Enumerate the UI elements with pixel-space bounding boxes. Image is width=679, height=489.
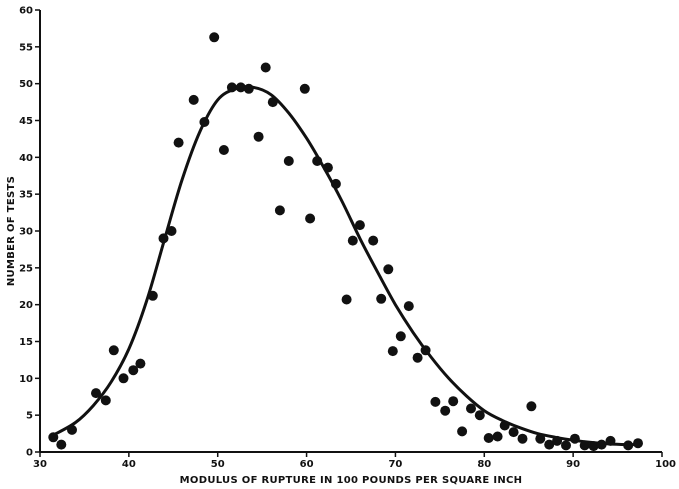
data-point: [395, 331, 406, 342]
x-tick-label: 90: [566, 459, 580, 470]
x-tick-label: 60: [300, 459, 314, 470]
data-point: [508, 427, 519, 438]
data-point: [403, 301, 414, 312]
y-tick-label: 50: [19, 79, 33, 90]
data-point: [100, 395, 111, 406]
y-axis-title: NUMBER OF TESTS: [6, 176, 17, 286]
data-point: [209, 32, 220, 43]
data-point: [253, 131, 264, 142]
data-point: [67, 424, 77, 435]
data-point: [147, 290, 158, 301]
data-point: [535, 433, 546, 444]
x-tick-label: 40: [122, 459, 136, 470]
y-tick-label: 35: [19, 190, 33, 201]
data-point: [376, 293, 387, 304]
data-point: [596, 439, 607, 450]
data-point: [354, 220, 365, 231]
x-tick-label: 100: [655, 459, 676, 470]
data-point: [330, 178, 341, 189]
data-point: [226, 82, 237, 93]
y-tick-label: 25: [19, 263, 33, 274]
data-point: [605, 435, 616, 446]
data-point: [526, 401, 537, 412]
data-point: [483, 433, 494, 443]
data-point: [569, 433, 580, 444]
data-point: [492, 431, 503, 442]
data-point: [474, 410, 485, 421]
data-point: [561, 440, 571, 451]
y-tick-label: 5: [26, 411, 33, 422]
data-point: [588, 441, 599, 452]
data-point: [199, 117, 210, 127]
y-tick-label: 15: [19, 337, 33, 348]
x-tick-label: 50: [211, 459, 225, 470]
data-point: [118, 373, 129, 384]
data-point: [56, 439, 67, 450]
data-point: [322, 162, 333, 173]
data-point: [299, 83, 310, 94]
data-point: [387, 346, 398, 357]
fitted-curve-series: [51, 85, 642, 447]
data-point: [633, 438, 643, 449]
data-point: [274, 205, 285, 216]
data-point: [341, 294, 352, 305]
data-point: [430, 396, 441, 407]
y-tick-label: 0: [26, 448, 33, 459]
data-point: [267, 97, 278, 108]
data-point: [544, 439, 555, 450]
y-tick-label: 30: [19, 227, 33, 238]
y-tick-label: 40: [19, 153, 33, 164]
data-point: [448, 396, 459, 407]
data-point: [48, 432, 59, 443]
data-point: [347, 235, 358, 246]
data-point: [108, 345, 119, 356]
data-point: [579, 440, 590, 451]
data-point: [91, 388, 101, 399]
y-axis-ticks: 0 5 10 15 20 25 30 35 40 45 50 55 60: [19, 6, 40, 459]
data-point: [412, 352, 423, 363]
data-point: [135, 358, 146, 369]
data-point: [235, 82, 246, 93]
data-point: [128, 365, 139, 376]
data-point: [517, 433, 528, 444]
y-tick-label: 20: [19, 300, 33, 311]
data-point: [623, 440, 634, 451]
data-point: [158, 233, 169, 244]
data-point: [312, 156, 323, 166]
data-point: [457, 426, 468, 437]
data-point: [499, 420, 510, 431]
data-point: [166, 226, 177, 236]
data-point: [218, 145, 229, 155]
x-axis-ticks: 30 40 50 60 70 80 90 100: [33, 452, 676, 470]
data-point: [420, 345, 431, 356]
data-point: [283, 156, 294, 166]
y-tick-label: 10: [19, 374, 33, 385]
plot-area: 0 5 10 15 20 25 30 35 40 45 50 55 60 30 40 50 60 70 80 90 1…: [19, 6, 676, 471]
x-tick-label: 30: [33, 459, 47, 470]
scatter-series: [48, 32, 643, 452]
data-point: [368, 235, 379, 246]
x-axis-title: MODULUS OF RUPTURE IN 100 POUNDS PER SQU…: [180, 475, 523, 486]
data-point: [260, 62, 271, 73]
data-point: [440, 405, 451, 416]
y-tick-label: 45: [19, 116, 33, 127]
data-point: [305, 213, 316, 224]
data-point: [188, 94, 199, 105]
x-tick-label: 70: [388, 459, 402, 470]
data-point: [173, 137, 184, 148]
y-tick-label: 55: [19, 42, 33, 53]
data-point: [466, 403, 476, 414]
y-tick-label: 60: [19, 6, 33, 17]
data-point: [243, 83, 254, 94]
data-point: [552, 435, 563, 446]
x-tick-label: 80: [477, 459, 491, 470]
data-point: [383, 264, 394, 275]
